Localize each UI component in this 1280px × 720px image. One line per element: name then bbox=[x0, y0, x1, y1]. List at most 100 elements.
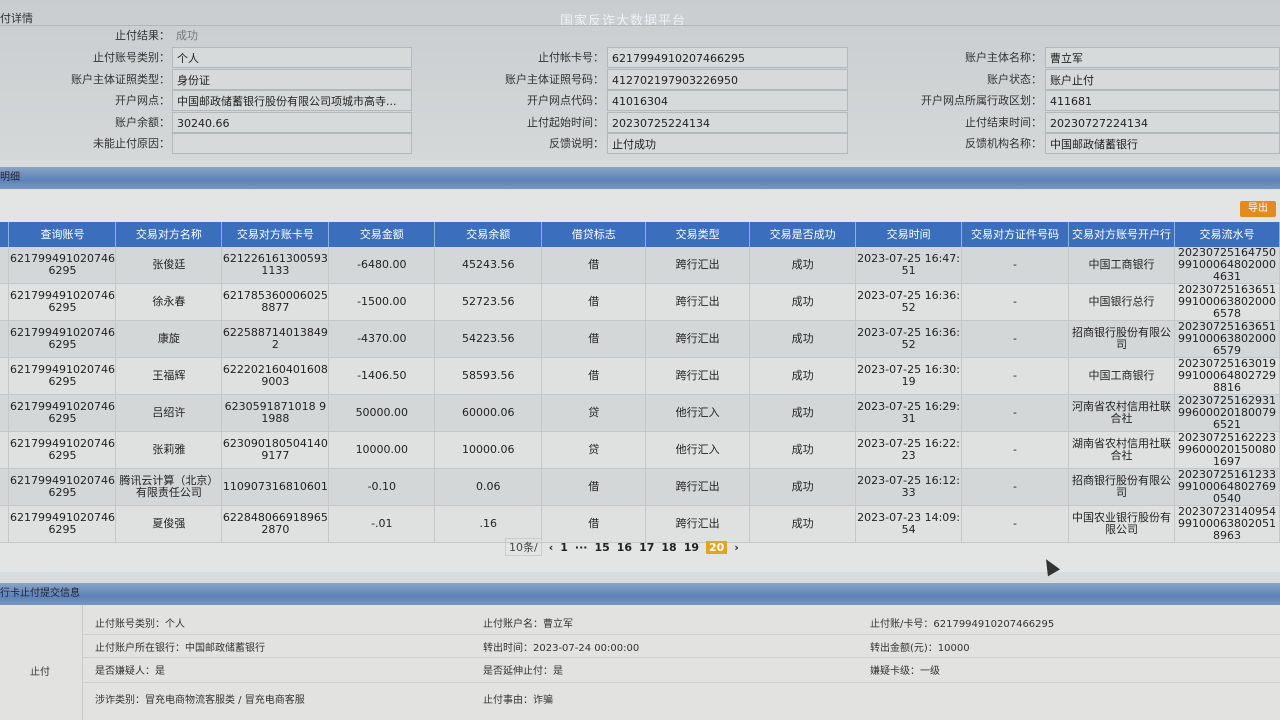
table-cell: 6217853600060258877 bbox=[221, 283, 330, 321]
result-label: 止付结果： bbox=[115, 29, 170, 42]
submission-field: 止付账/卡号：6217994910207466295 bbox=[870, 619, 1055, 630]
table-cell bbox=[0, 247, 10, 284]
column-header[interactable]: 查询账号 bbox=[8, 222, 117, 247]
table-cell: 中国银行总行 bbox=[1068, 283, 1175, 321]
right-field-value: 中国邮政储蓄银行 bbox=[1045, 133, 1280, 154]
page-link[interactable]: 16 bbox=[616, 540, 633, 554]
table-cell: - bbox=[961, 394, 1070, 432]
pagination: 10条/ ‹ 1 ··· 15 16 17 18 19 20 › bbox=[505, 538, 739, 556]
table-row[interactable]: 6217994910207466295 徐永春 621785360006025887… bbox=[0, 283, 1280, 321]
table-row[interactable]: 6217994910207466295 吕绍许 6230591871018 9198… bbox=[0, 394, 1280, 432]
left-field-value: 身份证 bbox=[172, 68, 412, 90]
table-cell: 成功 bbox=[749, 394, 857, 432]
table-row[interactable]: 6217994910207466295 夏俊强 622848066918965287… bbox=[0, 505, 1280, 543]
page-current[interactable]: 20 bbox=[706, 540, 728, 554]
right-field-label: 止付结束时间： bbox=[965, 115, 1042, 129]
column-header[interactable]: 交易对方账卡号 bbox=[221, 222, 330, 247]
table-cell: 10000.06 bbox=[434, 431, 543, 469]
column-header[interactable]: 交易对方证件号码 bbox=[961, 222, 1070, 247]
table-cell: 2023-07-25 16:29:31 bbox=[855, 394, 963, 432]
page-link[interactable]: 1 bbox=[560, 540, 568, 554]
right-field-value: 411681 bbox=[1045, 90, 1280, 111]
table-cell: -0.10 bbox=[328, 468, 436, 506]
column-header[interactable]: 借贷标志 bbox=[541, 222, 647, 247]
prev-page-button[interactable]: ‹ bbox=[548, 540, 554, 554]
table-cell: 中国工商银行 bbox=[1068, 357, 1175, 395]
column-header[interactable]: 交易金额 bbox=[328, 222, 436, 247]
left-field-label: 开户网点： bbox=[115, 94, 170, 107]
table-cell: 徐永春 bbox=[115, 283, 223, 321]
table-cell bbox=[0, 505, 10, 543]
table-cell: 借 bbox=[541, 357, 647, 395]
table-cell bbox=[0, 431, 10, 469]
column-header[interactable]: 交易时间 bbox=[855, 222, 963, 247]
left-field-label: 账户主体证照类型： bbox=[71, 72, 170, 86]
table-cell: 跨行汇出 bbox=[645, 320, 751, 358]
page-link[interactable]: 17 bbox=[639, 540, 655, 554]
page-size-select[interactable]: 10条/ bbox=[505, 538, 542, 556]
submission-field: 止付事由：诈骗 bbox=[483, 695, 553, 706]
table-cell: 6217994910207466295 bbox=[8, 320, 117, 358]
column-header[interactable]: 交易类型 bbox=[645, 222, 751, 247]
table-cell: 他行汇入 bbox=[645, 394, 751, 432]
left-field-value: 中国邮政储蓄银行股份有限公司项城市高寺... bbox=[172, 90, 412, 111]
table-row[interactable]: 6217994910207466295 腾讯云计算（北京）有限责任公司 110907… bbox=[0, 468, 1280, 506]
table-cell: 借 bbox=[541, 505, 647, 543]
section-title: 行卡止付提交信息 bbox=[0, 588, 80, 599]
table-cell: 6230591871018 91988 bbox=[221, 394, 330, 432]
table-cell: 跨行汇出 bbox=[645, 505, 751, 543]
column-header[interactable]: 交易余额 bbox=[434, 222, 543, 247]
table-cell: - bbox=[961, 468, 1070, 506]
left-field-value bbox=[172, 133, 412, 154]
left-field-label: 未能止付原因： bbox=[93, 137, 170, 150]
right-field-value: 曹立军 bbox=[1045, 47, 1280, 68]
table-cell: 成功 bbox=[749, 468, 857, 506]
column-header[interactable]: 交易流水号 bbox=[1174, 222, 1280, 247]
next-page-button[interactable]: › bbox=[734, 540, 739, 554]
column-header[interactable]: 交易对方名称 bbox=[115, 222, 223, 247]
page-link[interactable]: 19 bbox=[683, 540, 700, 554]
column-header[interactable]: 交易是否成功 bbox=[749, 222, 857, 247]
right-field-label: 账户状态： bbox=[987, 72, 1042, 86]
table-cell: 20230725164750991000648020004631 bbox=[1174, 247, 1280, 284]
right-field-label: 反馈机构名称： bbox=[965, 137, 1042, 150]
table-cell: 贷 bbox=[541, 431, 647, 469]
export-button[interactable]: 导出 bbox=[1240, 201, 1276, 217]
page-link[interactable]: 18 bbox=[661, 540, 677, 554]
table-cell: 6217994910207466295 bbox=[8, 394, 117, 432]
middle-field-value: 6217994910207466295 bbox=[607, 47, 848, 68]
column-header[interactable] bbox=[0, 222, 10, 247]
transactions-section-header: 明细 bbox=[0, 167, 1280, 189]
page-link[interactable]: 15 bbox=[594, 540, 610, 554]
table-cell: - bbox=[961, 247, 1070, 284]
submission-field: 止付账户所在银行：中国邮政储蓄银行 bbox=[95, 643, 265, 654]
table-cell: 成功 bbox=[749, 431, 857, 469]
right-field-value: 20230727224134 bbox=[1045, 111, 1280, 133]
table-cell: 2023-07-25 16:30:19 bbox=[855, 357, 963, 395]
table-cell: - bbox=[961, 431, 1070, 469]
table-cell: -.01 bbox=[328, 505, 436, 543]
table-cell: - bbox=[961, 357, 1070, 395]
table-cell: 6228480669189652870 bbox=[221, 505, 330, 543]
middle-field-label: 反馈说明： bbox=[549, 137, 604, 150]
table-cell: 6217994910207466295 bbox=[8, 247, 117, 284]
table-cell: 2023-07-25 16:36:52 bbox=[855, 320, 963, 358]
table-cell: 6217994910207466295 bbox=[8, 357, 117, 395]
table-row[interactable]: 6217994910207466295 张俊廷 621226161300593113… bbox=[0, 247, 1280, 284]
table-cell: 成功 bbox=[749, 357, 857, 395]
table-cell: 20230725163651991000638020006579 bbox=[1174, 320, 1280, 358]
page-link[interactable]: ··· bbox=[574, 540, 588, 554]
left-field-label: 账户余额： bbox=[115, 115, 170, 129]
table-cell: - bbox=[961, 505, 1070, 543]
table-row[interactable]: 6217994910207466295 王福辉 622202160401608900… bbox=[0, 357, 1280, 395]
table-cell: 0.06 bbox=[434, 468, 543, 506]
table-cell: 2023-07-25 16:47:51 bbox=[855, 247, 963, 284]
table-cell: 58593.56 bbox=[434, 357, 543, 395]
table-cell: -4370.00 bbox=[328, 320, 436, 358]
column-header[interactable]: 交易对方账号开户行 bbox=[1068, 222, 1175, 247]
table-cell: 他行汇入 bbox=[645, 431, 751, 469]
table-cell: 2023-07-25 16:36:52 bbox=[855, 283, 963, 321]
table-row[interactable]: 6217994910207466295 张莉雅 623090180504140917… bbox=[0, 431, 1280, 469]
table-cell: 贷 bbox=[541, 394, 647, 432]
table-row[interactable]: 6217994910207466295 康旋 622588714013849 2 -4… bbox=[0, 320, 1280, 358]
